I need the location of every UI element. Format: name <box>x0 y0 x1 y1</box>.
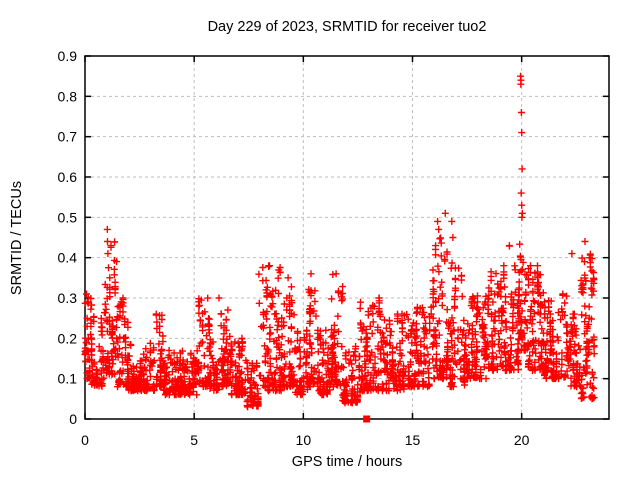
data-points <box>81 72 598 423</box>
flag-marker-square <box>363 415 371 423</box>
svg-text:0.2: 0.2 <box>58 330 78 346</box>
svg-text:20: 20 <box>514 432 530 448</box>
svg-text:0.9: 0.9 <box>58 48 78 64</box>
svg-text:15: 15 <box>405 432 421 448</box>
svg-text:0: 0 <box>69 411 77 427</box>
chart-title: Day 229 of 2023, SRMTID for receiver tuo… <box>208 19 487 35</box>
svg-text:5: 5 <box>190 432 198 448</box>
tick-labels: 0 5 10 15 20 0 0.1 0.2 0.3 0.4 0.5 0.6 0.7 0.8 0.9 <box>58 48 530 448</box>
svg-text:0.3: 0.3 <box>58 290 78 306</box>
y-axis-label: SRMTID / TECUs <box>9 181 25 295</box>
plot-border <box>84 55 610 420</box>
svg-text:0.4: 0.4 <box>58 250 78 266</box>
svg-text:0: 0 <box>81 432 89 448</box>
svg-text:0.8: 0.8 <box>58 88 78 104</box>
svg-text:0.1: 0.1 <box>58 371 78 387</box>
svg-text:0.7: 0.7 <box>58 129 78 145</box>
svg-text:0.6: 0.6 <box>58 169 78 185</box>
svg-text:0.5: 0.5 <box>58 209 78 225</box>
x-axis-label: GPS time / hours <box>292 454 402 470</box>
svg-text:10: 10 <box>296 432 312 448</box>
